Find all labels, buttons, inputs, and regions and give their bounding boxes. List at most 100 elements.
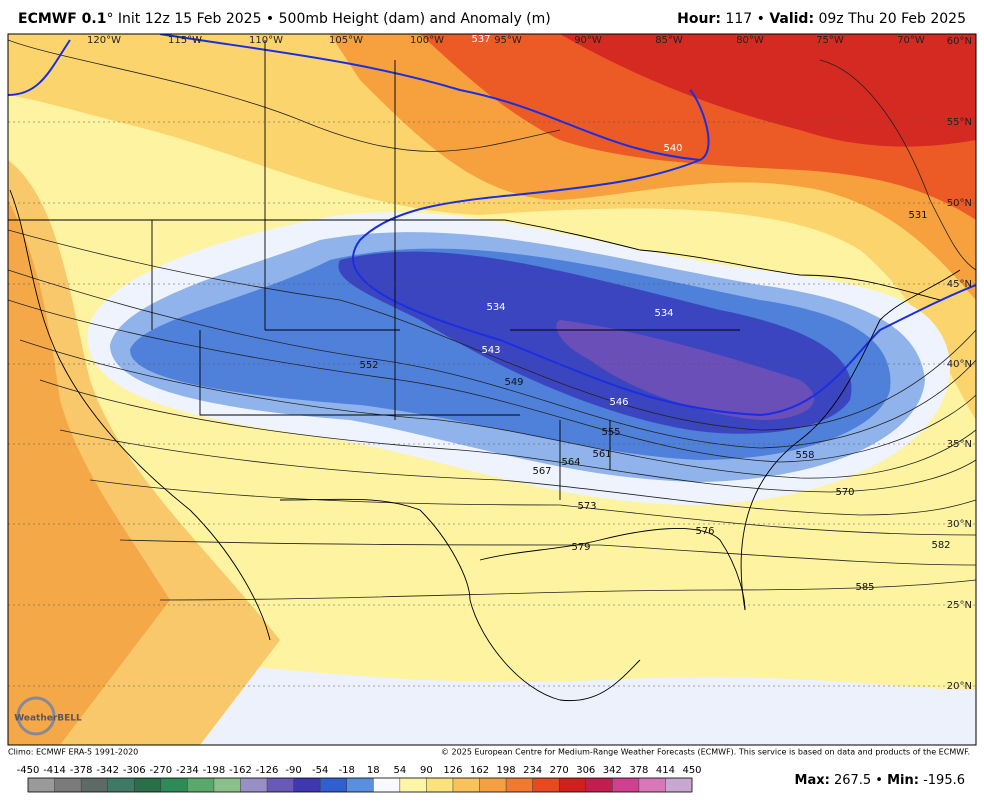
contour-label: 576 xyxy=(695,526,714,537)
max: 267.5 • xyxy=(830,773,887,788)
colorbar-label: 54 xyxy=(393,765,406,776)
lon-label: 90°W xyxy=(574,35,602,46)
valid-label: Valid: xyxy=(769,11,814,27)
logo: WeatherBELL xyxy=(14,696,82,736)
init: ° Init 12z 15 Feb 2025 • 500mb Height (d… xyxy=(106,11,550,27)
colorbar-swatch xyxy=(559,778,586,792)
latitude-labels: 60°N 55°N 50°N 45°N 40°N 35°N 30°N 25°N … xyxy=(947,36,972,692)
contour-label: 546 xyxy=(609,397,628,408)
colorbar-label: 90 xyxy=(420,765,433,776)
colorbar-swatch xyxy=(134,778,161,792)
contour-label: 555 xyxy=(601,427,620,438)
colorbar-swatch xyxy=(506,778,533,792)
colorbar-label: -234 xyxy=(176,765,199,776)
lon-label: 100°W xyxy=(410,35,444,46)
contour-label: 552 xyxy=(359,360,378,371)
colorbar-swatch xyxy=(107,778,135,792)
colorbar-swatch xyxy=(399,778,427,792)
colorbar-label: 18 xyxy=(367,765,380,776)
colorbar-swatch xyxy=(54,778,82,792)
hour: 117 • xyxy=(721,11,769,27)
lon-label: 75°W xyxy=(816,35,844,46)
colorbar-swatch xyxy=(585,778,613,792)
lat-label: 60°N xyxy=(947,36,972,47)
logo-swirl xyxy=(16,696,56,736)
colorbar-swatch xyxy=(612,778,639,792)
colorbar-label: 450 xyxy=(682,765,701,776)
lat-label: 30°N xyxy=(947,519,972,530)
contour-label: 540 xyxy=(663,143,682,154)
colorbar-label: -378 xyxy=(70,765,93,776)
colorbar-swatch xyxy=(665,778,692,792)
colorbar: -450 -414 -378 -342 -306 -270 -234 -198 -162 -126… xyxy=(17,765,702,793)
colorbar-swatch xyxy=(479,778,507,792)
colorbar-label: 126 xyxy=(443,765,462,776)
valid-time: Hour: 117 • Valid: 09z Thu 20 Feb 2025 xyxy=(677,11,966,27)
stats: Max: 267.5 • Min: -195.6 xyxy=(795,773,965,788)
colorbar-label: 270 xyxy=(550,765,569,776)
model: ECMWF 0.1 xyxy=(18,11,106,27)
colorbar-label: -54 xyxy=(312,765,328,776)
colorbar-swatch xyxy=(267,778,294,792)
lon-label: 85°W xyxy=(655,35,683,46)
contour-label: 543 xyxy=(481,345,500,356)
colorbar-label: 342 xyxy=(603,765,622,776)
map: 120°W 115°W 110°W 105°W 100°W 95°W 90°W … xyxy=(7,33,977,746)
contour-label: 570 xyxy=(835,487,854,498)
colorbar-label: -198 xyxy=(203,765,226,776)
colorbar-label: -450 xyxy=(17,765,40,776)
map-frame xyxy=(7,33,977,746)
colorbar-swatch xyxy=(187,778,214,792)
colorbar-swatch xyxy=(81,778,108,792)
colorbar-label: -270 xyxy=(149,765,172,776)
lat-label: 35°N xyxy=(947,439,972,450)
colorbar-label: 198 xyxy=(497,765,516,776)
colorbar-label: -342 xyxy=(96,765,119,776)
anomaly-field xyxy=(8,200,170,745)
copyright: © 2025 European Centre for Medium-Range … xyxy=(441,748,970,757)
colorbar-swatch xyxy=(346,778,374,792)
contour-label: 564 xyxy=(561,457,580,468)
logo-text: WeatherBELL xyxy=(14,714,82,724)
lat-label: 55°N xyxy=(947,117,972,128)
lat-label: 50°N xyxy=(947,198,972,209)
contour-540 xyxy=(352,159,976,417)
contour-label: 531 xyxy=(908,210,927,221)
lon-label: 105°W xyxy=(329,35,363,46)
borders xyxy=(8,40,961,702)
colorbar-label: 414 xyxy=(656,765,675,776)
min-label: Min: xyxy=(887,773,919,788)
colorbar-label: -126 xyxy=(256,765,279,776)
climo-note: Climo: ECMWF ERA-5 1991-2020 xyxy=(8,748,138,757)
lat-label: 20°N xyxy=(947,681,972,692)
contour-540 xyxy=(8,34,710,162)
colorbar-label: 234 xyxy=(523,765,542,776)
colorbar-swatch xyxy=(320,778,347,792)
lon-label: 115°W xyxy=(168,35,202,46)
colorbar-swatch xyxy=(240,778,268,792)
longitude-labels: 120°W 115°W 110°W 105°W 100°W 95°W 90°W … xyxy=(87,35,925,46)
colorbar-swatch xyxy=(213,778,241,792)
contour-label: 585 xyxy=(855,582,874,593)
colorbar-label: -414 xyxy=(43,765,66,776)
height-contours xyxy=(8,39,976,601)
max-label: Max: xyxy=(795,773,830,788)
contour-label: 537 xyxy=(471,34,490,45)
lon-label: 120°W xyxy=(87,35,121,46)
contour-label: 567 xyxy=(532,466,551,477)
contour-label: 582 xyxy=(931,540,950,551)
colorbar-swatch xyxy=(452,778,480,792)
lon-label: 70°W xyxy=(897,35,925,46)
colorbar-swatch xyxy=(160,778,188,792)
title: ECMWF 0.1° Init 12z 15 Feb 2025 • 500mb … xyxy=(18,11,551,27)
contour-label: 534 xyxy=(654,308,673,319)
lon-label: 95°W xyxy=(494,35,522,46)
lon-label: 80°W xyxy=(736,35,764,46)
anomaly-field xyxy=(560,34,976,147)
contour-label: 558 xyxy=(795,450,814,461)
contour-label: 573 xyxy=(577,501,596,512)
colorbar-label: -306 xyxy=(123,765,146,776)
contour-label: 579 xyxy=(571,542,590,553)
colorbar-label: 378 xyxy=(629,765,648,776)
